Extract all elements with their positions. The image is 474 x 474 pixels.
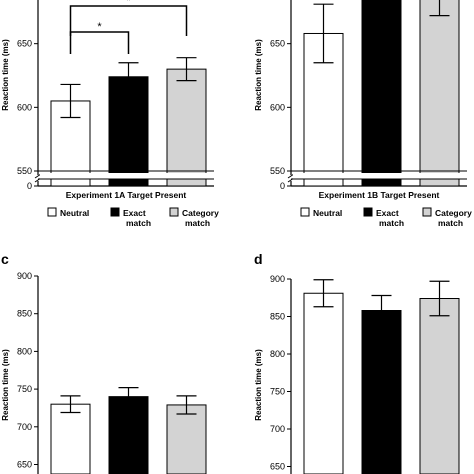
bar-neutral [50,403,91,474]
legend-label-neutral: Neutral [313,208,342,218]
legend-label-exact: match [126,218,151,228]
significance-bracket [69,5,188,36]
bar-category-match [166,68,207,187]
bar-exact-match [361,310,402,474]
bar-neutral [303,292,344,474]
chart-panel-1: 550 600 650 0 Reaction time (ms) * * Experiment… [1,0,219,228]
legend-label-exact: Exact [376,208,399,218]
y-tick-label: 0 [280,181,285,191]
axis-break-gap [40,173,216,179]
y-tick-label: 0 [27,181,32,191]
y-tick-label: 750 [17,384,32,394]
y-tick-label: 900 [17,271,32,281]
legend-label-category: Category [435,208,472,218]
significance-bracket [69,31,130,54]
y-tick-label: 550 [270,166,285,176]
bar-category-match [166,404,207,474]
x-axis-title: Experiment 1A Target Present [66,190,187,200]
legend-swatch-neutral [47,207,57,217]
y-tick-label: 550 [17,166,32,176]
y-tick-label: 850 [17,309,32,319]
chart-panel-3: 650 700 750 800 850 900 Reaction time (ms) c [1,251,207,474]
significance-label: * [126,0,131,7]
y-tick-label: 650 [17,460,32,470]
bar-category-match [419,298,460,474]
y-tick-label: 850 [270,312,285,322]
axis-break-gap [293,173,469,179]
y-tick-label: 650 [270,462,285,472]
y-tick-label: 600 [17,102,32,112]
panel-letter: c [1,251,9,267]
legend-swatch-neutral [300,207,310,217]
legend-label-neutral: Neutral [60,208,89,218]
y-tick-label: 700 [270,424,285,434]
y-axis-label: Reaction time (ms) [254,349,263,421]
legend-swatch-category [169,207,179,217]
y-tick-label: 700 [17,422,32,432]
bar-exact-match [108,396,149,474]
panel-letter: d [254,251,263,267]
legend-swatch-exact [110,207,120,217]
bar-exact-match [108,76,149,187]
y-axis-label: Reaction time (ms) [1,349,10,421]
y-tick-label: 750 [270,387,285,397]
x-axis-title: Experiment 1B Target Present [319,190,440,200]
legend-label-category: match [185,218,210,228]
y-axis-label: Reaction time (ms) [1,39,10,111]
y-tick-label: 650 [17,39,32,49]
bar-exact-match [361,0,402,187]
legend-label-category: match [438,218,463,228]
legend-swatch-exact [363,207,373,217]
legend-swatch-category [422,207,432,217]
y-tick-label: 900 [270,274,285,284]
legend-label-category: Category [182,208,219,218]
y-tick-label: 800 [17,346,32,356]
y-tick-label: 600 [270,102,285,112]
y-tick-label: 800 [270,349,285,359]
legend-label-exact: Exact [123,208,146,218]
chart-panel-4: 650 700 750 800 850 900 Reaction time (ms) d [254,251,460,474]
chart-panel-2: 550 600 650 0 Reaction time (ms) Experiment 1… [254,0,472,228]
significance-label: * [97,21,102,33]
y-tick-label: 650 [270,39,285,49]
legend-label-exact: match [379,218,404,228]
bar-category-match [419,0,460,187]
y-axis-label: Reaction time (ms) [254,39,263,111]
